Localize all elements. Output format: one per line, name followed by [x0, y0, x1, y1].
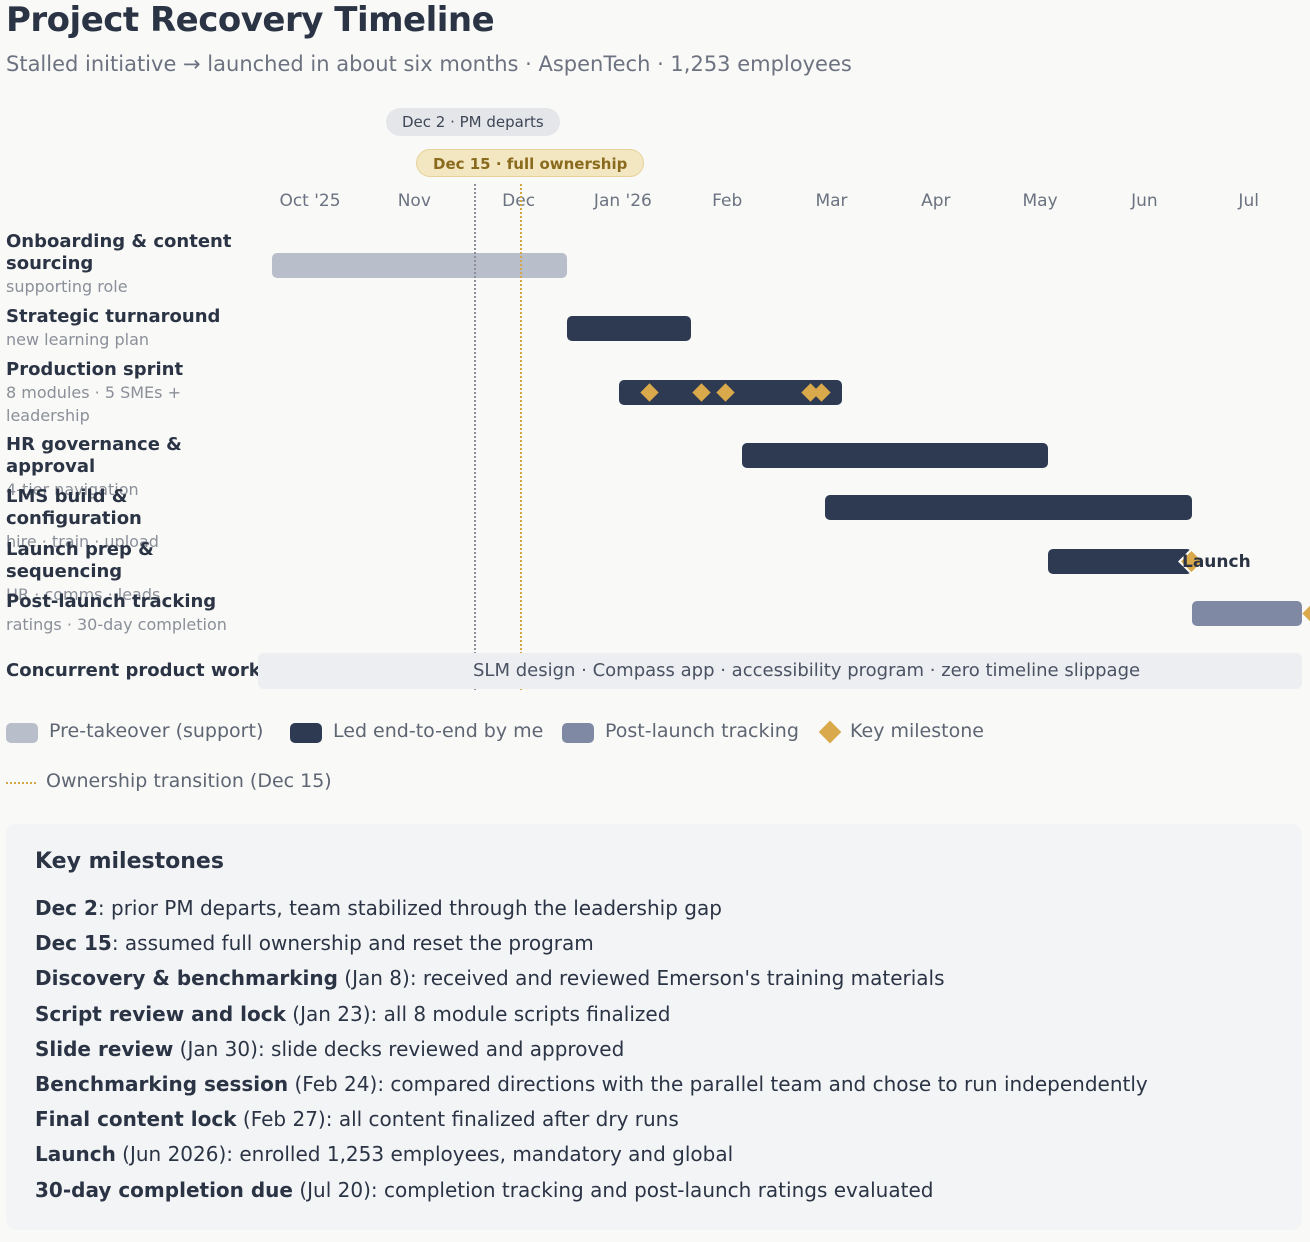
milestone-item-title: Slide review	[35, 1036, 174, 1061]
month-tick-label: Dec	[502, 191, 536, 211]
task-label: Launch prep & sequencing HR · comms · lea…	[6, 539, 256, 606]
task-name: Onboarding & content sourcing	[6, 231, 232, 274]
milestone-item-date: (Jan 8)	[337, 966, 410, 991]
legend-transition-line	[6, 782, 36, 784]
milestone-item-title: 30-day completion due	[35, 1177, 293, 1202]
legend-label-led: Led end-to-end by me	[333, 720, 544, 742]
month-tick-label: May	[1022, 191, 1058, 211]
milestone-item: Final content lock (Feb 27): all content…	[35, 1107, 679, 1131]
milestone-item-text: : all content finalized after dry runs	[325, 1107, 679, 1132]
month-tick-label: Feb	[712, 191, 743, 211]
milestone-item: Benchmarking session (Feb 24): compared …	[35, 1072, 1148, 1096]
task-subtitle: new learning plan	[6, 330, 150, 349]
month-tick-label: Jul	[1238, 191, 1259, 211]
task-name: LMS build & configuration	[6, 486, 142, 529]
task-label: Production sprint 8 modules · 5 SMEs + le…	[6, 359, 256, 427]
legend-milestone-icon	[818, 720, 842, 744]
concurrent-band	[258, 653, 1302, 689]
milestones-panel	[6, 824, 1302, 1230]
milestone-item: Launch (Jun 2026): enrolled 1,253 employ…	[35, 1142, 733, 1166]
page-title: Project Recovery Timeline	[6, 0, 495, 40]
task-label: Post-launch tracking ratings · 30-day com…	[6, 591, 256, 636]
task-name: Post-launch tracking	[6, 591, 217, 612]
page-subtitle: Stalled initiative → launched in about s…	[6, 52, 852, 76]
month-tick-label: Oct '25	[279, 191, 341, 211]
task-label: HR governance & approval 4-tier navigatio…	[6, 434, 256, 501]
task-label: Strategic turnaround new learning plan	[6, 306, 256, 351]
gantt-bar	[824, 495, 1192, 520]
ownership-line	[520, 184, 522, 690]
month-tick-label: Apr	[921, 191, 951, 211]
milestone-item-text: : slide decks reviewed and approved	[257, 1036, 625, 1061]
milestone-item-title: Final content lock	[35, 1107, 237, 1132]
milestone-item-title: Dec 2	[35, 896, 98, 920]
milestone-item-date: (Jan 30)	[173, 1036, 258, 1061]
task-subtitle: ratings · 30-day completion	[6, 615, 227, 634]
gantt-bar	[567, 316, 691, 341]
milestone-item-title: Discovery & benchmarking	[35, 966, 338, 991]
milestone-item-text: : compared directions with the parallel …	[377, 1072, 1148, 1096]
milestone-item-title: Benchmarking session	[35, 1072, 289, 1096]
milestone-item-text: : completion tracking and post-launch ra…	[370, 1177, 934, 1202]
milestone-item: Slide review (Jan 30): slide decks revie…	[35, 1037, 624, 1061]
milestone-item-text: : all 8 module scripts finalized	[370, 1001, 671, 1026]
pm-departs-line	[474, 184, 476, 690]
milestones-title: Key milestones	[35, 849, 224, 874]
gantt-bar	[272, 253, 568, 278]
month-tick-label: Jan '26	[593, 191, 652, 211]
task-label: Onboarding & content sourcing supporting …	[6, 231, 256, 298]
task-label: LMS build & configuration hire · train · …	[6, 486, 256, 553]
legend-swatch-post	[562, 723, 594, 743]
task-name: Production sprint	[6, 359, 184, 380]
task-subtitle: supporting role	[6, 277, 128, 296]
milestone-item-text: : assumed full ownership and reset the p…	[111, 931, 594, 956]
milestone-item-text: : enrolled 1,253 employees, mandatory an…	[226, 1142, 734, 1167]
legend-swatch-led	[290, 723, 322, 743]
milestone-item-title: Script review and lock	[35, 1001, 286, 1026]
launch-label: Launch	[1182, 552, 1251, 572]
legend-label-transition: Ownership transition (Dec 15)	[46, 770, 332, 792]
task-name: Launch prep & sequencing	[6, 539, 154, 582]
legend-label-support: Pre-takeover (support)	[49, 720, 264, 742]
milestone-item-date: (Feb 27)	[236, 1107, 326, 1132]
task-subtitle: HR · comms · leads	[6, 585, 161, 604]
milestone-item-text: : received and reviewed Emerson's traini…	[409, 966, 945, 991]
milestone-item-date: (Jun 2026)	[115, 1142, 227, 1167]
milestone-item-title: Dec 15	[35, 931, 112, 956]
milestone-item-date: (Feb 24)	[288, 1072, 378, 1096]
milestone-item: Script review and lock (Jan 23): all 8 m…	[35, 1002, 670, 1026]
milestone-item-date: (Jul 20)	[292, 1177, 371, 1202]
milestone-item: Discovery & benchmarking (Jan 8): receiv…	[35, 966, 945, 990]
legend-swatch-support	[6, 723, 38, 743]
task-subtitle: 4-tier navigation	[6, 480, 139, 499]
gantt-bar	[1191, 601, 1302, 626]
concurrent-text: SLM design · Compass app · accessibility…	[473, 660, 1141, 681]
task-subtitle: hire · train · upload	[6, 532, 159, 551]
month-tick-label: Nov	[397, 191, 431, 211]
milestone-item: Dec 15: assumed full ownership and reset…	[35, 931, 594, 955]
milestone-diamond	[1302, 604, 1310, 623]
task-subtitle: 8 modules · 5 SMEs + leadership	[6, 383, 181, 425]
gantt-bar	[742, 443, 1048, 468]
milestone-item-date: (Jan 23)	[285, 1001, 371, 1026]
concurrent-label: Concurrent product work	[6, 660, 261, 681]
milestone-item-title: Launch	[35, 1142, 116, 1167]
legend-label-milestone: Key milestone	[850, 720, 984, 742]
milestone-item: 30-day completion due (Jul 20): completi…	[35, 1178, 933, 1202]
pm-departs-badge: Dec 2 · PM departs	[386, 108, 560, 136]
legend-label-post: Post-launch tracking	[605, 720, 799, 742]
month-tick-label: Mar	[815, 191, 848, 211]
month-tick-label: Jun	[1131, 191, 1158, 211]
task-name: HR governance & approval	[6, 434, 182, 477]
milestone-item-text: : prior PM departs, team stabilized thro…	[97, 896, 722, 920]
milestone-item: Dec 2: prior PM departs, team stabilized…	[35, 896, 722, 920]
gantt-bar	[1047, 549, 1192, 574]
full-ownership-badge: Dec 15 · full ownership	[416, 149, 645, 177]
task-name: Strategic turnaround	[6, 306, 221, 327]
